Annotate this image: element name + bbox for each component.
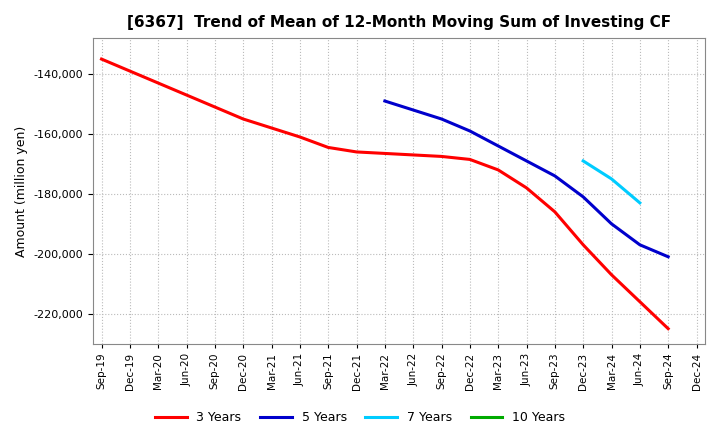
Legend: 3 Years, 5 Years, 7 Years, 10 Years: 3 Years, 5 Years, 7 Years, 10 Years [150, 407, 570, 429]
Y-axis label: Amount (million yen): Amount (million yen) [15, 125, 28, 257]
Title: [6367]  Trend of Mean of 12-Month Moving Sum of Investing CF: [6367] Trend of Mean of 12-Month Moving … [127, 15, 671, 30]
